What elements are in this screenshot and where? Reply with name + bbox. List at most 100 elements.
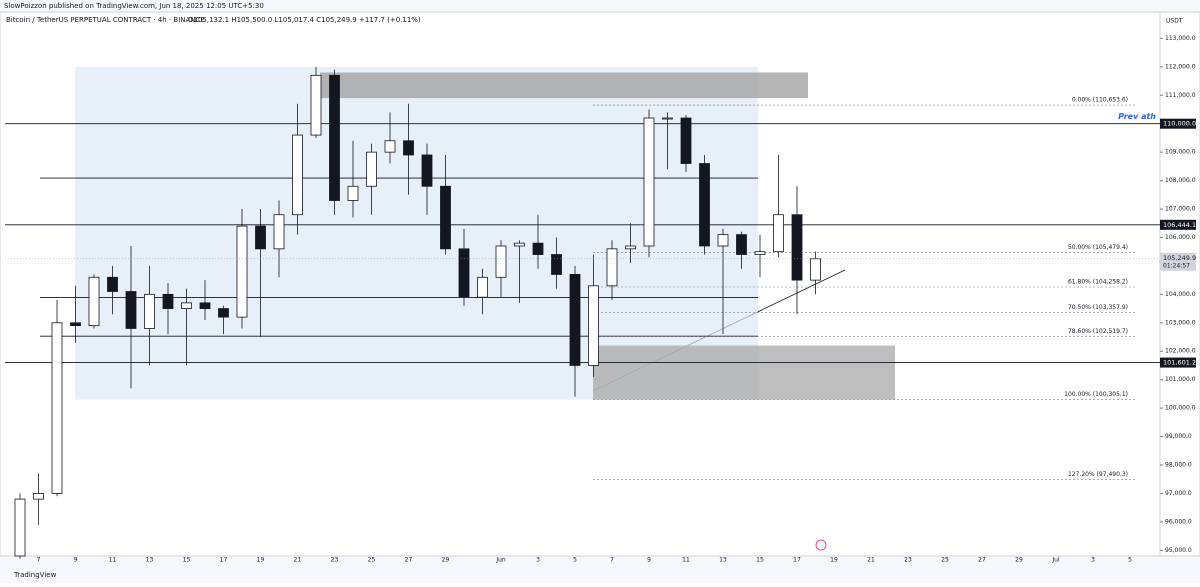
x-tick-label: 25 [941, 557, 949, 564]
candle-body [551, 254, 562, 275]
x-tick-label: 7 [37, 557, 41, 564]
fib-label: 78.60% (102,519.7) [1068, 328, 1128, 335]
candle-body [625, 245, 636, 250]
x-tick-label: Jul [1051, 557, 1060, 564]
x-tick-label: 15 [183, 557, 191, 564]
x-tick-label: 3 [536, 557, 540, 564]
candle-body [88, 276, 100, 327]
x-tick-label: 15 [756, 557, 764, 564]
candle-body [791, 214, 803, 281]
candle-body [532, 242, 544, 255]
candle-body [680, 117, 692, 164]
author-line: SlowPoizzon published on TradingView.com… [4, 2, 264, 10]
candle-body [736, 234, 747, 255]
y-tick-label: 96,000.0 [1165, 518, 1192, 525]
countdown: 01:24:57 [1163, 262, 1190, 269]
x-tick-label: 19 [830, 557, 838, 564]
candle-body [14, 498, 26, 557]
x-tick-label: 5 [573, 557, 577, 564]
candle-body [236, 225, 248, 318]
x-tick-label: 29 [442, 557, 450, 564]
y-tick-label: 97,000.0 [1165, 490, 1192, 497]
candle-body [606, 248, 618, 287]
candle-body [495, 245, 507, 278]
y-tick-label: 111,000.0 [1165, 92, 1196, 99]
x-tick-label: 3 [1091, 557, 1095, 564]
zone [320, 72, 808, 99]
y-tick-label: 95,000.0 [1165, 547, 1192, 554]
x-tick-label: 13 [146, 557, 154, 564]
candle-body [569, 274, 581, 366]
y-tick-label: 103,000.0 [1165, 319, 1196, 326]
candle-body [107, 276, 118, 292]
y-tick-label: 99,000.0 [1165, 433, 1192, 440]
symbol-title: Bitcoin / TetherUS PERPETUAL CONTRACT · … [6, 16, 205, 24]
candle-body [477, 276, 488, 298]
candle-body [144, 293, 155, 329]
annotation: Prev ath [1118, 112, 1156, 121]
x-tick-label: 27 [405, 557, 413, 564]
x-tick-label: 21 [867, 557, 875, 564]
candle-body [255, 225, 266, 250]
y-tick-label: 109,000.0 [1165, 149, 1196, 156]
candle-body [70, 322, 81, 327]
x-tick-label: 27 [978, 557, 986, 564]
candle-body [754, 251, 766, 255]
level-badge [1160, 219, 1196, 230]
y-tick-label: 98,000.0 [1165, 461, 1192, 468]
candle-body [329, 74, 340, 201]
candle-body [403, 140, 414, 156]
candle-body [310, 74, 322, 136]
candle-body [218, 308, 229, 318]
zone [593, 345, 895, 400]
candle-body [292, 134, 303, 216]
candle-body [458, 248, 470, 298]
fib-label: 70.50% (103,357.9) [1068, 304, 1128, 311]
x-tick-label: 13 [719, 557, 727, 564]
fib-label: 0.00% (110,653.6) [1072, 97, 1128, 104]
candle-body [125, 291, 137, 329]
x-tick-label: 23 [904, 557, 912, 564]
level-badge [1160, 357, 1196, 368]
candle-body [273, 214, 285, 250]
x-tick-label: 21 [294, 557, 302, 564]
last-price-label: 105,249.9 [1163, 254, 1196, 262]
fib-label: 100.00% (100,305.1) [1064, 391, 1128, 398]
y-tick-label: 106,000.0 [1165, 234, 1196, 241]
y-tick-label: 100,000.0 [1165, 405, 1196, 412]
level-label: 101,601.2 [1163, 359, 1196, 367]
x-tick-label: 11 [109, 557, 117, 564]
candle-body [440, 185, 451, 250]
x-tick-label: 9 [74, 557, 78, 564]
x-tick-label: 17 [793, 557, 801, 564]
y-tick-label: 108,000.0 [1165, 177, 1196, 184]
x-tick-label: 5 [1128, 557, 1132, 564]
candle-body [347, 185, 359, 201]
x-tick-label: Jun [495, 557, 506, 564]
candle-body [514, 242, 525, 247]
x-tick-label: 19 [257, 557, 265, 564]
last-price-badge [1160, 252, 1196, 271]
level-badge [1160, 118, 1196, 129]
level-label: 106,444.1 [1163, 221, 1196, 229]
candle-body [162, 293, 174, 309]
candle-body [588, 285, 599, 366]
y-tick-label: 113,000.0 [1165, 35, 1196, 42]
candle-body [773, 214, 784, 253]
footer-brand: TradingView [13, 571, 57, 579]
fib-label: 127.20% (97,490.3) [1068, 471, 1128, 478]
candle-body [643, 117, 655, 247]
candle-body [699, 163, 710, 247]
x-tick-label: 7 [610, 557, 614, 564]
x-tick-label: 25 [368, 557, 376, 564]
x-tick-label: 17 [220, 557, 228, 564]
y-tick-label: 101,000.0 [1165, 376, 1196, 383]
candle-body [366, 151, 377, 187]
y-tick-label: 104,000.0 [1165, 291, 1196, 298]
candle-body [717, 234, 729, 247]
y-tick-label: 107,000.0 [1165, 206, 1196, 213]
y-tick-label: 102,000.0 [1165, 348, 1196, 355]
level-label: 110,000.0 [1163, 120, 1196, 128]
x-tick-label: 9 [647, 557, 651, 564]
